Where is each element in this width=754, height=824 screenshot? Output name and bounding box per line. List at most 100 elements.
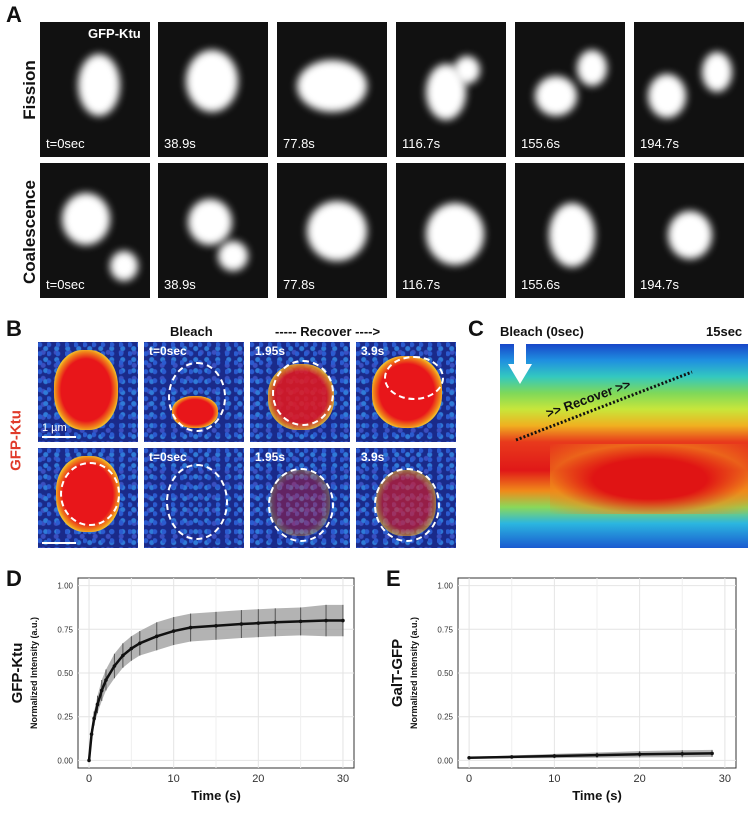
organelle-blob (218, 241, 248, 271)
frame-time: t=0sec (46, 136, 85, 151)
organelle-blob (307, 201, 367, 261)
frame-time: 1.95s (255, 450, 286, 464)
recovery-line (515, 370, 693, 442)
data-point (112, 664, 117, 668)
mean-line (87, 619, 343, 761)
roi-outline (60, 462, 120, 526)
row-label-fission: Fission (20, 60, 39, 120)
organelle-blob (702, 52, 732, 92)
data-point (552, 754, 557, 758)
frame-time: 1.95s (255, 344, 286, 358)
y-axis-label: GalT-GFP (389, 639, 406, 707)
data-point (129, 646, 134, 651)
kymograph-recover-label: >> Recover >> (544, 376, 633, 421)
frame-time: 155.6s (521, 136, 561, 151)
x-tick-label: 20 (634, 773, 646, 785)
frame-time: 194.7s (640, 136, 680, 151)
marker-label: GFP-Ktu (88, 26, 141, 41)
y-tick-label: 0.50 (57, 669, 73, 678)
frame-time: 77.8s (283, 277, 315, 292)
y-tick-label: 1.00 (57, 582, 73, 591)
frame-time: t=0sec (149, 450, 187, 464)
data-point (467, 755, 471, 760)
data-point (121, 653, 125, 658)
y-tick-label: 0.25 (437, 713, 453, 722)
organelle-blob (62, 193, 110, 245)
organelle-blob (78, 54, 120, 116)
fission-frame-5: 155.6s (515, 22, 625, 157)
data-point (92, 716, 96, 721)
kymograph-end-time: 15sec (706, 324, 743, 339)
y-tick-label: 0.75 (437, 625, 453, 634)
panel-d-label: D (6, 566, 22, 591)
x-tick-label: 0 (86, 773, 92, 785)
hot-region (54, 350, 118, 430)
x-tick-label: 30 (719, 773, 731, 785)
frame-time: t=0sec (46, 277, 85, 292)
coalescence-frame-6: 194.7s (634, 163, 744, 298)
roi-outline (268, 468, 334, 542)
data-point (256, 621, 261, 625)
fission-frame-6: 194.7s (634, 22, 744, 157)
frame-time: 38.9s (164, 277, 196, 292)
x-tick-label: 10 (168, 773, 180, 785)
bleach-pre-frame-1: 1 µm (38, 342, 138, 442)
kymo-overlay: >> Recover >> (508, 344, 693, 442)
y-tick-label: 0.75 (57, 625, 73, 634)
fission-frame-2: 38.9s (158, 22, 268, 157)
gfp-ktu-side-label: GFP-Ktu (7, 410, 25, 471)
organelle-blob (186, 50, 238, 112)
coalescence-frame-4: 116.7s (396, 163, 506, 298)
data-point (324, 618, 328, 623)
roi-outline (168, 362, 226, 432)
fission-frame-4: 116.7s (396, 22, 506, 157)
y-tick-label: 0.50 (437, 669, 453, 678)
organelle-blob (188, 199, 232, 245)
data-point (171, 629, 176, 633)
frap-chart-e: 0.00 0.25 0.50 0.75 1.00 0 10 20 30 Time (s) GalT-… (389, 577, 737, 803)
frame-time: 116.7s (402, 277, 441, 292)
scale-bar (42, 542, 76, 544)
data-point (595, 753, 599, 757)
y-tick-label: 1.00 (437, 582, 453, 591)
organelle-blob (577, 50, 607, 86)
data-point (298, 619, 303, 624)
data-point (239, 622, 244, 626)
y-axis-sublabel: Normalized Intensity (a.u.) (29, 617, 39, 729)
x-tick-label: 0 (466, 773, 472, 785)
roi-outline (384, 356, 444, 400)
recover-header: ----- Recover ----> (275, 324, 381, 339)
panel-a-label: A (6, 2, 22, 27)
panel-e-label: E (386, 566, 401, 591)
data-point (89, 732, 94, 736)
data-point (188, 625, 193, 630)
row-label-coalescence: Coalescence (20, 180, 39, 284)
roi-outline (272, 360, 334, 426)
scale-bar-label: 1 µm (42, 422, 67, 434)
panel-c-label: C (468, 316, 484, 341)
organelle-blob (454, 56, 480, 84)
x-axis-label: Time (s) (572, 788, 622, 803)
data-point (680, 751, 685, 756)
x-tick-label: 10 (548, 773, 560, 785)
panel-b-label: B (6, 316, 22, 341)
recover-frame-2a: 1.95s (250, 448, 350, 548)
frame-time: 116.7s (402, 136, 441, 151)
error-band (89, 604, 343, 761)
bleach-arrow-icon (508, 344, 532, 384)
organelle-blob (648, 74, 686, 118)
kymo-red-band (550, 444, 748, 514)
organelle-blob (549, 203, 595, 267)
coalescence-frame-2: 38.9s (158, 163, 268, 298)
data-point (104, 678, 108, 682)
y-tick-label: 0.25 (57, 713, 73, 722)
frame-time: t=0sec (149, 344, 187, 358)
frap-chart-d: 0.00 0.25 0.50 0.75 1.00 0 10 20 30 Time (s) GFP-K… (9, 577, 355, 803)
data-point (154, 634, 159, 639)
data-point (87, 758, 91, 763)
organelle-blob (297, 60, 367, 112)
organelle-blob (426, 203, 484, 265)
data-point (341, 618, 345, 623)
data-point (138, 641, 142, 646)
bleach-pre-frame-2 (38, 448, 138, 548)
